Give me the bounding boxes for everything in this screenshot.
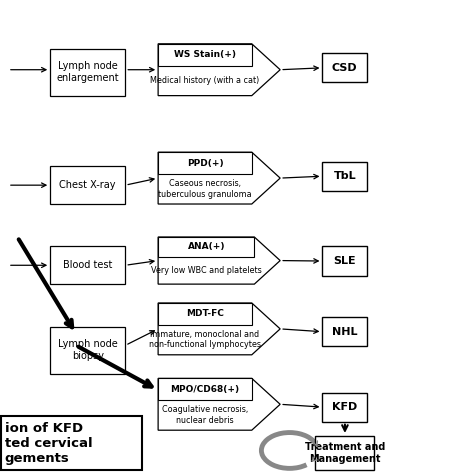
Polygon shape xyxy=(158,44,280,96)
Text: Lymph node
enlargement: Lymph node enlargement xyxy=(56,61,119,83)
Text: CSD: CSD xyxy=(332,63,357,73)
FancyBboxPatch shape xyxy=(50,166,125,204)
Text: Blood test: Blood test xyxy=(63,260,112,270)
Polygon shape xyxy=(158,237,280,284)
FancyBboxPatch shape xyxy=(322,246,367,276)
FancyBboxPatch shape xyxy=(322,317,367,346)
FancyBboxPatch shape xyxy=(1,416,142,470)
FancyBboxPatch shape xyxy=(158,378,252,400)
Text: Medical history (with a cat): Medical history (with a cat) xyxy=(150,76,260,85)
FancyBboxPatch shape xyxy=(158,152,252,174)
Text: SLE: SLE xyxy=(333,256,356,266)
FancyBboxPatch shape xyxy=(50,327,125,374)
Text: PPD(+): PPD(+) xyxy=(187,159,223,168)
Text: ion of KFD
ted cervical
gements: ion of KFD ted cervical gements xyxy=(5,422,92,465)
Text: Lymph node
biopsy: Lymph node biopsy xyxy=(58,339,118,361)
FancyBboxPatch shape xyxy=(50,246,125,284)
Text: Coagulative necrosis,
nuclear debris: Coagulative necrosis, nuclear debris xyxy=(162,405,248,425)
Polygon shape xyxy=(158,378,280,430)
Text: NHL: NHL xyxy=(332,327,357,337)
FancyBboxPatch shape xyxy=(322,162,367,191)
Polygon shape xyxy=(158,303,280,355)
Text: Immature, monoclonal and
non-functional lymphocytes: Immature, monoclonal and non-functional … xyxy=(149,330,261,349)
Text: Caseous necrosis,
tuberculous granuloma: Caseous necrosis, tuberculous granuloma xyxy=(158,179,252,199)
FancyBboxPatch shape xyxy=(322,53,367,82)
Text: MDT-FC: MDT-FC xyxy=(186,310,224,319)
Text: Chest X-ray: Chest X-ray xyxy=(59,180,116,190)
FancyBboxPatch shape xyxy=(158,44,252,65)
FancyBboxPatch shape xyxy=(50,48,125,96)
Polygon shape xyxy=(158,152,280,204)
FancyBboxPatch shape xyxy=(158,237,255,257)
FancyBboxPatch shape xyxy=(158,303,252,325)
Text: Treatment and
Management: Treatment and Management xyxy=(304,443,385,464)
Text: ANA(+): ANA(+) xyxy=(188,242,225,251)
Text: KFD: KFD xyxy=(332,402,357,412)
Text: WS Stain(+): WS Stain(+) xyxy=(174,50,236,59)
FancyBboxPatch shape xyxy=(315,437,374,470)
FancyBboxPatch shape xyxy=(322,392,367,422)
Text: MPO/CD68(+): MPO/CD68(+) xyxy=(170,385,239,394)
Text: Very low WBC and platelets: Very low WBC and platelets xyxy=(151,266,262,275)
Text: TbL: TbL xyxy=(333,171,356,181)
